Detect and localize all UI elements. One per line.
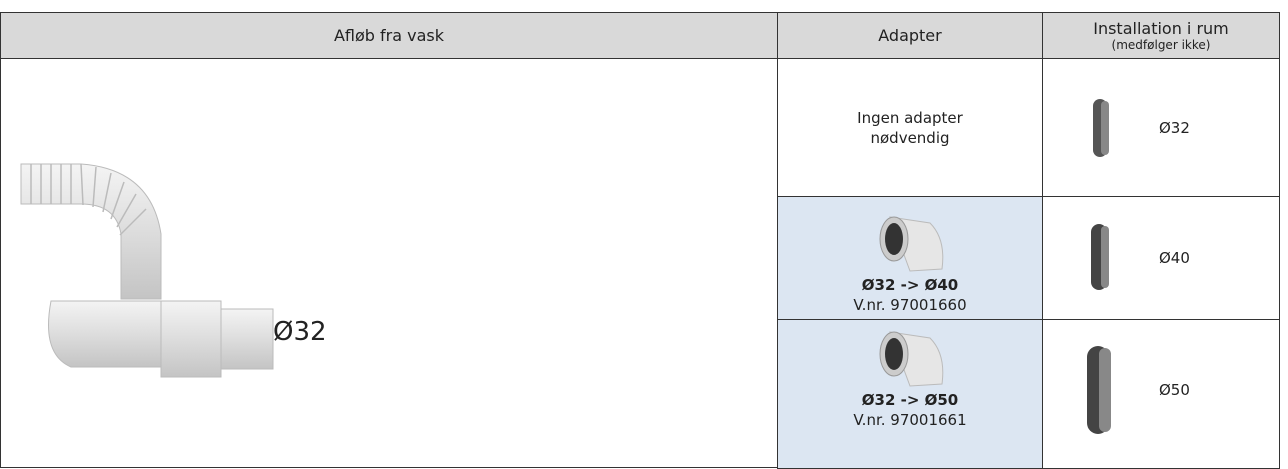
page: Afløb fra vask Adapter Installation i ru… [0,12,1280,469]
hose-image [20,163,274,378]
header-cell: Afløb fra vask [0,12,778,59]
seal-image [1091,224,1109,290]
adapter-name: Ø32 -> Ø40 [861,276,959,294]
install-size: Ø32 [1159,118,1190,137]
header-text: Adapter [878,26,942,45]
adapter-image [879,331,944,387]
install-size: Ø40 [1159,249,1190,267]
adapter-image [879,216,944,272]
install-cell: Ø50 [1042,319,1280,469]
seal-image [1093,98,1109,157]
part-number: V.nr. 97001660 [853,296,967,314]
adapter-cell: Ø32 -> Ø50 V.nr. 97001661 [777,319,1043,469]
drain-size: Ø32 [273,317,327,347]
adapter-text: Ingen adapter [857,108,963,127]
install-cell: Ø40 [1042,196,1280,320]
header-text: Afløb fra vask [333,26,445,45]
seal-image [1087,346,1111,434]
part-number: V.nr. 97001661 [853,411,967,429]
adapter-name: Ø32 -> Ø50 [861,391,959,409]
header-note: (medfølger ikke) [1111,38,1211,52]
header-text: Installation i rum [1093,19,1229,38]
header-cell: Installation i rum (medfølger ikke) [1042,12,1280,59]
install-cell: Ø32 [1042,58,1280,197]
adapter-cell: Ø32 -> Ø40 V.nr. 97001660 [777,196,1043,320]
header-cell: Adapter [777,12,1043,59]
adapter-cell: Ingen adapter nødvendig [777,58,1043,197]
drain-cell: Ø32 [0,58,778,468]
adapter-text: nødvendig [870,128,950,147]
install-size: Ø50 [1159,381,1190,399]
